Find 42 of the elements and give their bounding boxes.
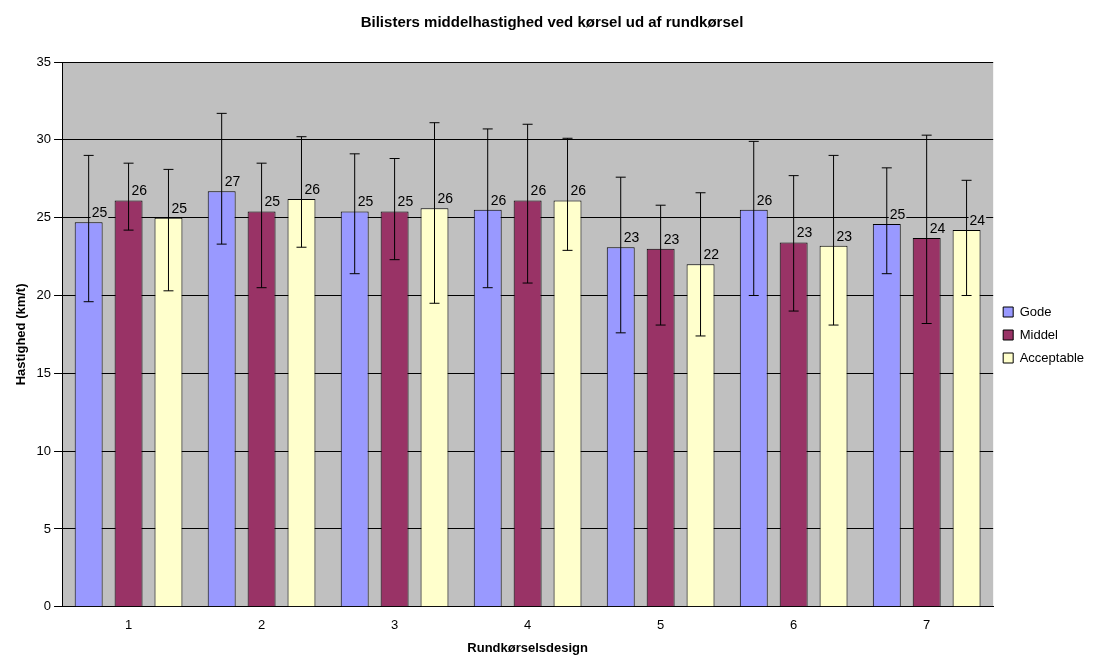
data-label: 27 xyxy=(224,173,241,190)
data-label: 26 xyxy=(530,182,547,199)
data-label: 26 xyxy=(304,180,321,197)
data-label: 24 xyxy=(929,219,946,236)
y-tick-label: 15 xyxy=(36,364,52,380)
data-label: 24 xyxy=(969,211,986,228)
data-label: 23 xyxy=(623,229,640,246)
data-label: 25 xyxy=(397,193,414,210)
legend-label: Acceptable xyxy=(1019,349,1085,365)
data-label: 25 xyxy=(264,193,281,210)
data-label: 26 xyxy=(490,191,507,208)
data-label: 22 xyxy=(703,246,720,263)
data-label: 23 xyxy=(836,227,853,244)
x-tick-label: 2 xyxy=(257,617,266,633)
x-tick-label: 1 xyxy=(124,617,133,633)
y-tick-label: 5 xyxy=(43,520,52,536)
legend-label: Middel xyxy=(1019,326,1059,342)
y-tick-label: 0 xyxy=(43,598,52,614)
data-label: 26 xyxy=(131,182,148,199)
y-tick-label: 20 xyxy=(36,287,52,303)
data-label: 25 xyxy=(889,205,906,222)
x-tick-label: 3 xyxy=(390,617,399,633)
data-label: 26 xyxy=(756,191,773,208)
data-label: 23 xyxy=(663,230,680,247)
x-tick-label: 5 xyxy=(657,617,665,633)
y-tick-label: 35 xyxy=(36,53,52,69)
x-tick-label: 7 xyxy=(923,617,931,633)
data-label: 23 xyxy=(796,224,813,241)
chart-title: Bilisters middelhastighed ved kørsel ud af rundkørsel xyxy=(360,13,744,31)
data-label: 25 xyxy=(91,204,108,221)
data-label: 25 xyxy=(357,193,374,210)
data-label: 25 xyxy=(171,199,188,216)
x-tick-label: 6 xyxy=(790,617,798,633)
y-axis-title: Hastighed (km/t) xyxy=(13,283,29,386)
data-label: 26 xyxy=(570,182,587,199)
x-axis-title: Rundkørselsdesign xyxy=(467,639,588,655)
y-tick-label: 10 xyxy=(36,442,52,458)
y-tick-label: 30 xyxy=(36,131,52,147)
y-tick-label: 25 xyxy=(36,209,52,225)
data-label: 26 xyxy=(437,190,454,207)
x-tick-label: 4 xyxy=(524,617,532,633)
legend-label: Gode xyxy=(1019,303,1052,319)
